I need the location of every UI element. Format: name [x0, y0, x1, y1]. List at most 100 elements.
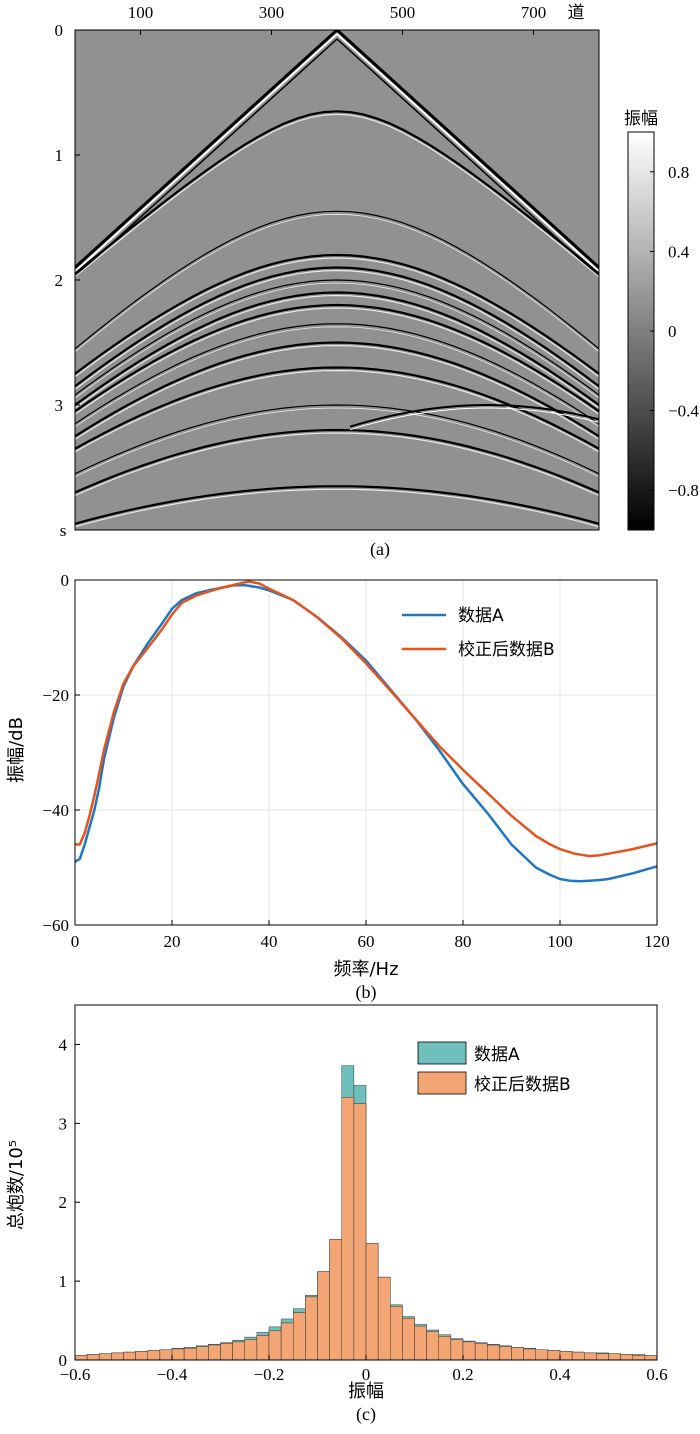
hist-bar-b — [256, 1335, 270, 1361]
b-y-tick-label: −20 — [42, 686, 69, 705]
legend-label-series-b: 校正后数据B — [458, 640, 555, 660]
hist-bar-b — [232, 1341, 246, 1361]
b-x-tick-label: 0 — [71, 932, 80, 951]
reflection-event-peak — [75, 294, 599, 409]
hist-bar-b — [584, 1352, 597, 1361]
panel-a-x-unit-label: 道 — [568, 3, 585, 23]
panel-c-legend: 数据A 校正后数据B — [417, 1041, 571, 1095]
reflection-event-peak — [75, 269, 599, 390]
hist-bar-b — [353, 1103, 367, 1361]
panel-b-y-axis-label: 振幅/dB — [6, 717, 27, 783]
direct-wave-peak — [336, 33, 599, 273]
hist-bar-b — [547, 1350, 561, 1361]
hist-bar-b — [487, 1344, 500, 1361]
panel-c-x-axis-label: 振幅 — [348, 1381, 384, 1402]
reflection-event-trough — [75, 266, 599, 388]
panel-b-series — [75, 580, 657, 883]
hist-bar-b — [329, 1239, 343, 1361]
direct-wave-trough — [75, 30, 339, 269]
hist-bar-b — [644, 1355, 658, 1361]
reflection-event-trough — [75, 404, 599, 475]
a-y-tick-label: 1 — [55, 146, 64, 165]
panel-c-bars — [74, 1065, 658, 1361]
hist-bar-b — [438, 1336, 452, 1361]
panel-a-x-ticks: 100 300 500 700 — [128, 3, 547, 35]
colorbar-tick-label: −0.4 — [668, 402, 699, 421]
reflection-event-peak — [75, 488, 599, 528]
hist-bar-b — [74, 1355, 88, 1361]
colorbar-label: 振幅 — [624, 109, 658, 129]
reflection-event-trough — [75, 341, 599, 438]
reflection-event-peak — [75, 307, 599, 415]
hist-bar-b — [293, 1312, 306, 1361]
hist-bar-b — [450, 1339, 464, 1361]
hist-bar-b — [571, 1351, 585, 1361]
hist-bar-b — [317, 1271, 330, 1361]
c-x-tick-label: −0.4 — [157, 1365, 188, 1384]
hist-bar-b — [402, 1317, 415, 1361]
panel-b-legend: 数据A 校正后数据B — [402, 606, 555, 660]
a-x-tick-label: 300 — [259, 3, 285, 22]
b-x-tick-label: 40 — [261, 932, 278, 951]
panel-b-y-ticks: 0 −20 −40 −60 — [42, 571, 80, 935]
a-y-tick-label: 0 — [55, 21, 64, 40]
b-y-tick-label: −60 — [42, 916, 69, 935]
reflection-event-trough — [75, 279, 599, 396]
c-x-tick-label: 0.2 — [452, 1365, 473, 1384]
colorbar-tick-label: −0.8 — [668, 481, 699, 500]
hist-bar-b — [220, 1343, 233, 1361]
panel-c-y-ticks: 0 1 2 3 4 — [59, 1035, 80, 1370]
b-x-tick-label: 100 — [547, 932, 573, 951]
b-x-tick-label: 80 — [455, 932, 472, 951]
hist-bar-b — [305, 1296, 318, 1361]
hist-bar-b — [462, 1341, 476, 1361]
colorbar-ticks: 0.8 0.4 0 −0.4 −0.8 — [650, 163, 699, 500]
diffraction-event-peak — [349, 407, 599, 431]
hist-bar-b — [414, 1325, 427, 1361]
colorbar-tick-label: 0.4 — [668, 242, 690, 261]
hist-bar-b — [183, 1347, 197, 1361]
direct-wave-trough — [335, 30, 599, 269]
legend-swatch-hist-a — [417, 1041, 467, 1065]
c-y-tick-label: 3 — [59, 1114, 68, 1133]
colorbar-tick-label: 0 — [668, 322, 677, 341]
reflection-event-peak — [75, 326, 599, 428]
panel-a-plot-area — [75, 30, 599, 530]
hist-bar-b — [99, 1353, 112, 1361]
c-y-tick-label: 4 — [59, 1035, 68, 1054]
c-x-tick-label: 0.6 — [646, 1365, 667, 1384]
hist-bar-b — [474, 1343, 488, 1361]
hist-bar-b — [208, 1344, 221, 1361]
legend-label-hist-a: 数据A — [474, 1045, 520, 1065]
hist-bar-b — [535, 1349, 549, 1361]
series-line-b — [75, 580, 657, 858]
panel-b-x-ticks: 0 20 40 60 80 100 120 — [71, 920, 670, 951]
colorbar-tick-label: 0.8 — [668, 163, 689, 182]
panel-a-seismic-events — [75, 30, 599, 528]
panel-b-x-axis-label: 频率/Hz — [333, 959, 398, 980]
hist-bar-b — [268, 1330, 282, 1361]
legend-swatch-hist-b — [417, 1071, 467, 1095]
a-y-tick-label: 3 — [55, 396, 64, 415]
c-x-tick-label: −0.2 — [254, 1365, 285, 1384]
series-line-a — [75, 583, 657, 883]
a-x-tick-label: 700 — [521, 3, 547, 22]
panel-b-spectrum: 0 20 40 60 80 100 120 0 −20 −40 −60 频率/Hz 振幅/dB 数… — [6, 571, 670, 1003]
b-x-tick-label: 20 — [164, 932, 181, 951]
hist-bar-b — [111, 1352, 124, 1361]
b-x-tick-label: 60 — [358, 932, 375, 951]
reflection-event-peak — [75, 257, 599, 378]
c-y-tick-label: 2 — [59, 1193, 68, 1212]
c-y-tick-label: 0 — [59, 1351, 68, 1370]
hist-bar-b — [280, 1322, 294, 1361]
hist-bar-b — [632, 1355, 646, 1361]
reflection-event-trough — [75, 291, 599, 406]
c-x-tick-label: −0.6 — [60, 1365, 91, 1384]
a-y-tick-label: 2 — [55, 271, 64, 290]
b-y-tick-label: −40 — [42, 801, 69, 820]
hist-bar-b — [147, 1350, 161, 1361]
reflection-event-trough — [75, 253, 599, 375]
hist-bar-b — [523, 1348, 537, 1361]
